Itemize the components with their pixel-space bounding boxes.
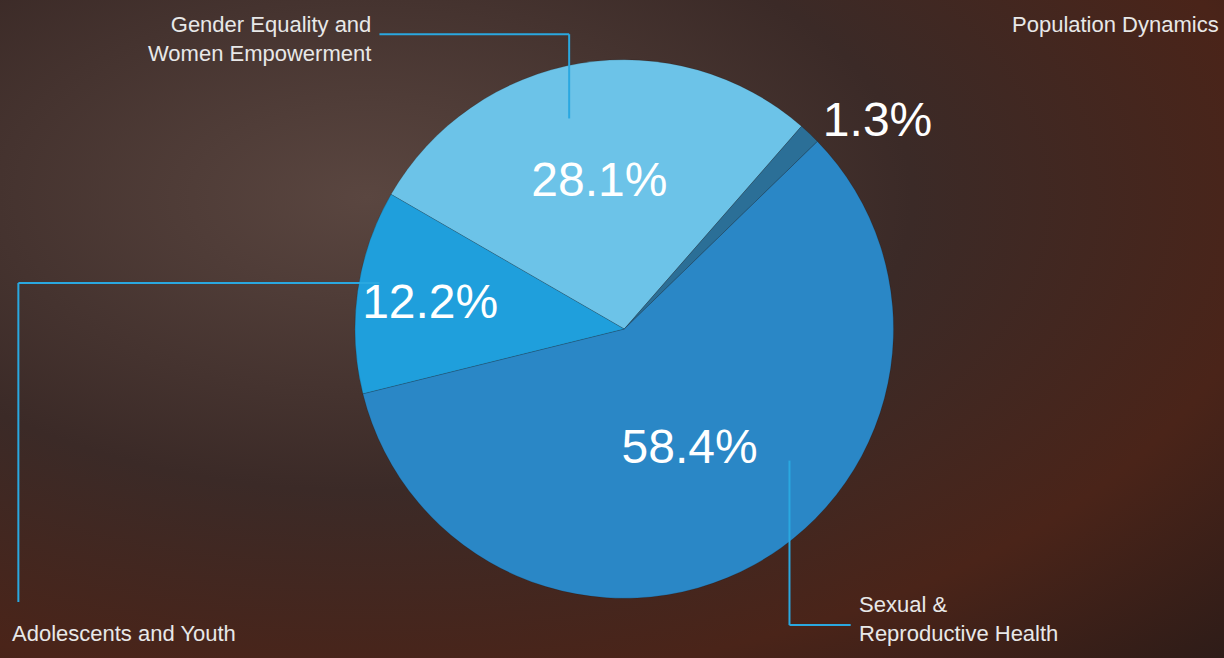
svg-text:1.3%: 1.3% <box>823 93 932 146</box>
svg-text:Population Dynamics: Population Dynamics <box>1012 12 1219 37</box>
svg-text:12.2%: 12.2% <box>362 275 498 328</box>
svg-text:58.4%: 58.4% <box>622 420 758 473</box>
svg-text:28.1%: 28.1% <box>531 153 667 206</box>
svg-text:Gender Equality andWomen Empow: Gender Equality andWomen Empowerment <box>148 12 371 66</box>
svg-text:Adolescents and Youth: Adolescents and Youth <box>12 621 236 646</box>
svg-text:Sexual &Reproductive Health: Sexual &Reproductive Health <box>859 592 1058 646</box>
